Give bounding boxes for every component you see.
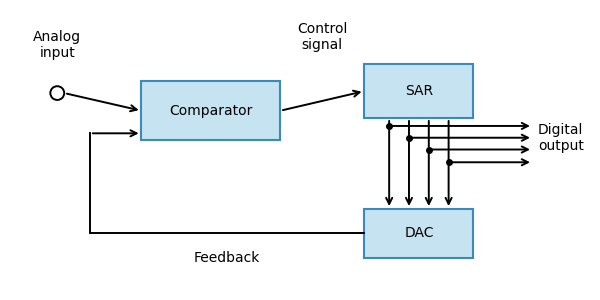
Text: SAR: SAR [405, 84, 433, 98]
FancyBboxPatch shape [142, 81, 280, 140]
Text: Control
signal: Control signal [297, 22, 347, 52]
FancyBboxPatch shape [364, 64, 473, 118]
Text: DAC: DAC [404, 226, 434, 240]
Text: Analog
input: Analog input [33, 30, 82, 61]
Text: Feedback: Feedback [194, 251, 260, 265]
Text: Comparator: Comparator [169, 104, 253, 118]
Text: Digital
output: Digital output [538, 123, 584, 153]
FancyBboxPatch shape [364, 209, 473, 258]
